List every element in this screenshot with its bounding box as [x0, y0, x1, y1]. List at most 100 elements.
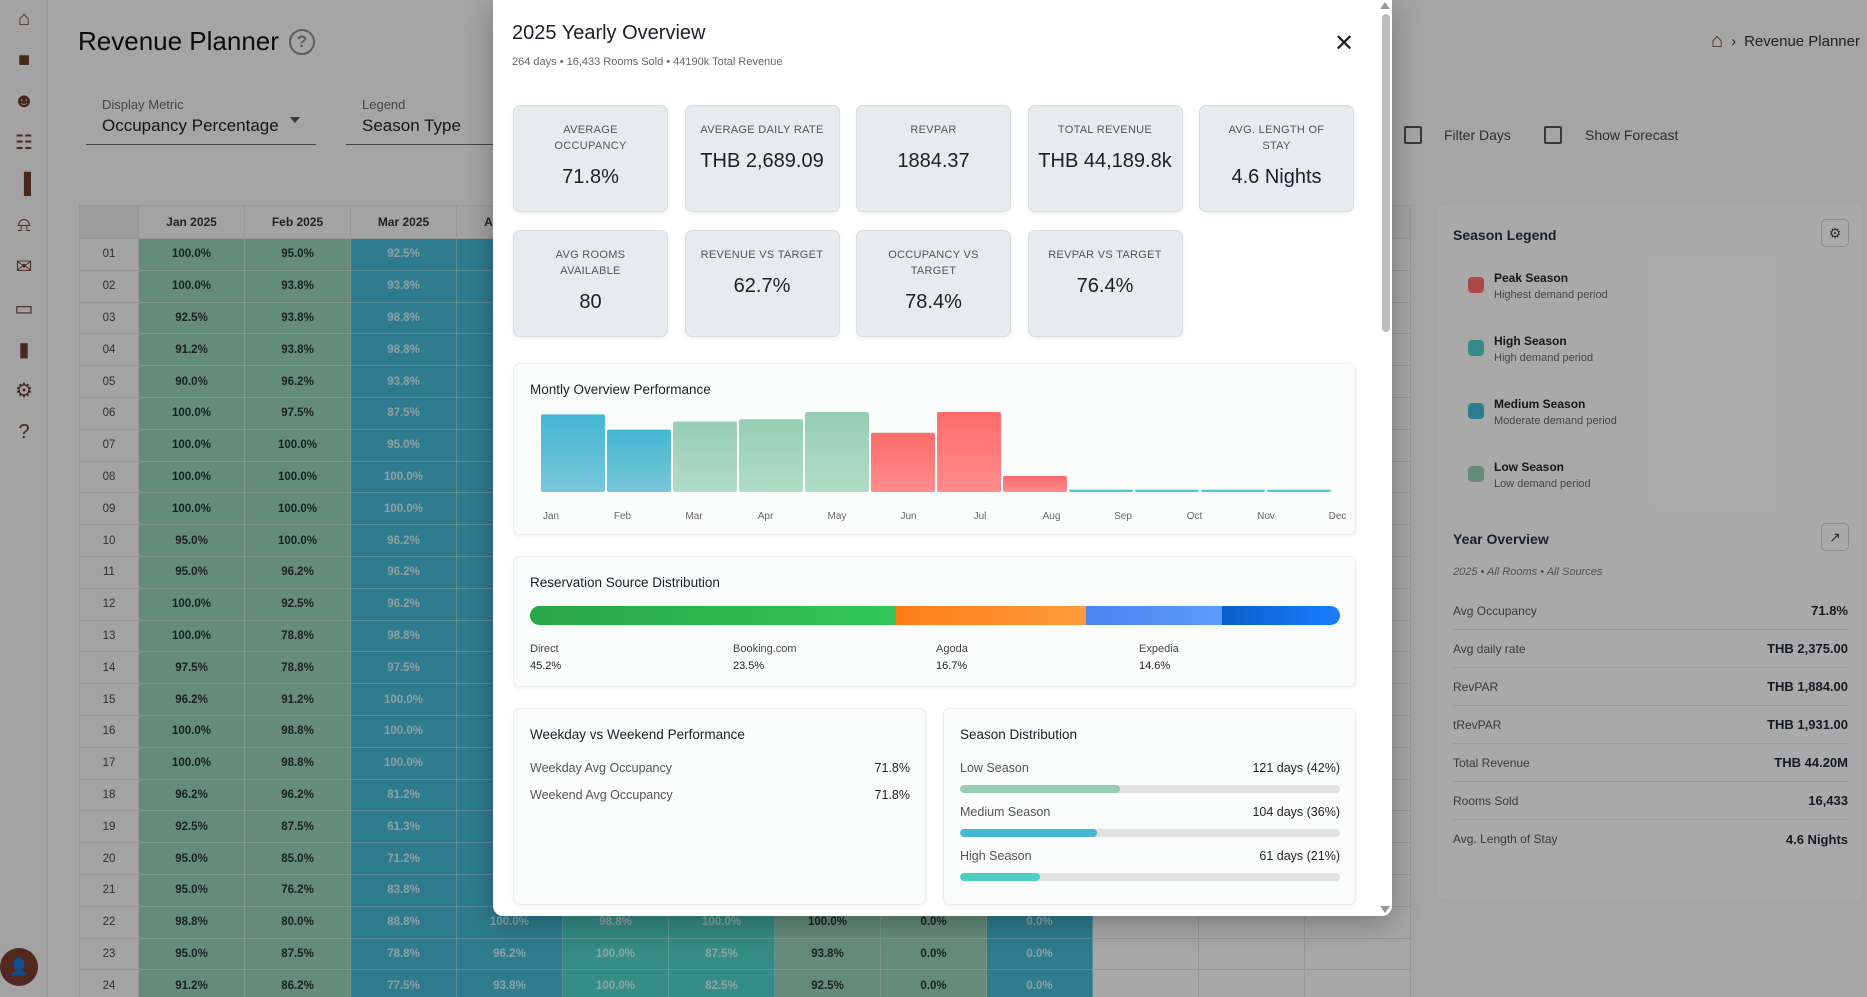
occupancy-cell[interactable]: 96.2% — [350, 524, 457, 557]
occupancy-cell[interactable]: 95.0% — [244, 238, 351, 271]
occupancy-cell[interactable]: 100.0% — [350, 460, 457, 494]
bar-nov[interactable] — [1201, 489, 1265, 492]
occupancy-cell[interactable]: 100.0% — [244, 524, 351, 557]
occupancy-cell[interactable]: 92.5% — [138, 301, 245, 335]
occupancy-cell[interactable]: 0.0% — [880, 937, 987, 971]
occupancy-cell[interactable]: 80.0% — [244, 905, 351, 939]
monitor-icon[interactable]: ▭ — [14, 297, 34, 320]
occupancy-cell[interactable]: 91.2% — [138, 333, 245, 367]
occupancy-cell[interactable]: 96.2% — [244, 365, 351, 398]
occupancy-cell[interactable]: 92.5% — [138, 810, 245, 844]
bar-mar[interactable] — [673, 421, 737, 492]
occupancy-cell[interactable]: 100.0% — [244, 492, 351, 526]
occupancy-cell[interactable]: 93.8% — [774, 937, 881, 971]
occupancy-cell[interactable]: 100.0% — [138, 238, 245, 271]
occupancy-cell[interactable]: 81.2% — [350, 778, 457, 812]
occupancy-cell[interactable]: 78.8% — [244, 619, 351, 653]
source-segment-agoda[interactable] — [1086, 606, 1222, 625]
occupancy-cell[interactable]: 85.0% — [244, 842, 351, 875]
occupancy-cell[interactable] — [1198, 969, 1305, 997]
occupancy-cell[interactable]: 98.8% — [350, 333, 457, 367]
occupancy-cell[interactable] — [1304, 937, 1411, 971]
show-forecast-label[interactable]: Show Forecast — [1585, 127, 1679, 143]
sticky-note-icon[interactable]: ■ — [17, 48, 31, 71]
occupancy-cell[interactable]: 100.0% — [562, 969, 669, 997]
occupancy-cell[interactable]: 86.2% — [244, 969, 351, 997]
scroll-down-arrow[interactable] — [1380, 906, 1390, 913]
occupancy-cell[interactable] — [1198, 937, 1305, 971]
occupancy-cell[interactable]: 96.2% — [350, 587, 457, 621]
bar-jun[interactable] — [871, 432, 935, 492]
legend-settings-button[interactable]: ⚙ — [1821, 219, 1849, 247]
occupancy-cell[interactable]: 98.8% — [350, 301, 457, 335]
occupancy-cell[interactable]: 87.5% — [244, 937, 351, 971]
occupancy-cell[interactable]: 93.8% — [244, 333, 351, 367]
home-icon[interactable]: ⌂ — [17, 7, 31, 30]
occupancy-cell[interactable]: 98.8% — [244, 714, 351, 748]
occupancy-cell[interactable]: 61.3% — [350, 810, 457, 844]
help-icon[interactable]: ? — [18, 420, 30, 443]
clipboard-list-icon[interactable]: ☷ — [15, 132, 33, 155]
occupancy-cell[interactable]: 100.0% — [138, 587, 245, 621]
filter-days-checkbox[interactable] — [1404, 126, 1422, 144]
year-overview-open-button[interactable]: ↗ — [1821, 523, 1849, 551]
occupancy-cell[interactable]: 83.8% — [350, 873, 457, 907]
occupancy-cell[interactable]: 100.0% — [138, 714, 245, 748]
close-icon[interactable]: ✕ — [1333, 29, 1355, 57]
occupancy-cell[interactable]: 90.0% — [138, 365, 245, 398]
occupancy-cell[interactable]: 91.2% — [244, 683, 351, 716]
bar-aug[interactable] — [1003, 476, 1067, 492]
barcode-icon[interactable]: ▐ — [16, 172, 32, 195]
settings-icon[interactable]: ⚙ — [15, 380, 33, 403]
occupancy-cell[interactable]: 0.0% — [880, 969, 987, 997]
occupancy-cell[interactable]: 96.2% — [244, 778, 351, 812]
scroll-up-arrow[interactable] — [1380, 2, 1390, 9]
occupancy-cell[interactable]: 87.5% — [350, 396, 457, 430]
occupancy-cell[interactable]: 100.0% — [138, 746, 245, 780]
occupancy-cell[interactable]: 98.8% — [350, 619, 457, 653]
bar-jul[interactable] — [937, 412, 1001, 492]
occupancy-cell[interactable]: 100.0% — [138, 460, 245, 494]
occupancy-cell[interactable] — [1304, 969, 1411, 997]
occupancy-cell[interactable] — [1092, 937, 1199, 971]
occupancy-cell[interactable]: 93.8% — [244, 301, 351, 335]
occupancy-cell[interactable]: 0.0% — [986, 969, 1093, 997]
occupancy-cell[interactable]: 100.0% — [350, 683, 457, 716]
occupancy-cell[interactable]: 92.5% — [350, 238, 457, 271]
users-icon[interactable]: ☻ — [13, 90, 35, 113]
bar-oct[interactable] — [1135, 489, 1199, 492]
occupancy-cell[interactable]: 100.0% — [350, 746, 457, 780]
occupancy-cell[interactable]: 98.8% — [244, 746, 351, 780]
occupancy-cell[interactable]: 95.0% — [138, 842, 245, 875]
occupancy-cell[interactable]: 93.8% — [350, 269, 457, 303]
occupancy-cell[interactable]: 100.0% — [350, 714, 457, 748]
user-avatar-button[interactable]: 👤 — [0, 948, 38, 986]
filter-days-label[interactable]: Filter Days — [1444, 127, 1511, 143]
home-icon[interactable]: ⌂ — [1710, 30, 1724, 52]
bar-sep[interactable] — [1069, 489, 1133, 492]
occupancy-cell[interactable]: 88.8% — [350, 905, 457, 939]
help-circle-icon[interactable]: ? — [288, 28, 315, 55]
occupancy-cell[interactable] — [1092, 969, 1199, 997]
bar-feb[interactable] — [607, 429, 671, 492]
bar-may[interactable] — [805, 412, 869, 492]
occupancy-cell[interactable]: 78.8% — [350, 937, 457, 971]
occupancy-cell[interactable]: 96.2% — [244, 555, 351, 589]
legend-select[interactable]: Legend Season Type — [346, 95, 546, 145]
occupancy-cell[interactable]: 96.2% — [456, 937, 563, 971]
source-segment-direct[interactable] — [530, 606, 897, 625]
occupancy-cell[interactable]: 93.8% — [244, 269, 351, 303]
occupancy-cell[interactable]: 95.0% — [138, 873, 245, 907]
occupancy-cell[interactable]: 100.0% — [562, 937, 669, 971]
occupancy-cell[interactable]: 78.8% — [244, 651, 351, 685]
occupancy-cell[interactable]: 77.5% — [350, 969, 457, 997]
occupancy-cell[interactable]: 87.5% — [668, 937, 775, 971]
bar-jan[interactable] — [541, 414, 605, 492]
occupancy-cell[interactable]: 100.0% — [138, 269, 245, 303]
modal-scrollbar[interactable] — [1382, 14, 1390, 332]
occupancy-cell[interactable]: 82.5% — [668, 969, 775, 997]
occupancy-cell[interactable]: 95.0% — [138, 524, 245, 557]
source-segment-expedia[interactable] — [1221, 606, 1340, 625]
occupancy-cell[interactable]: 100.0% — [138, 492, 245, 526]
occupancy-cell[interactable]: 93.8% — [456, 969, 563, 997]
